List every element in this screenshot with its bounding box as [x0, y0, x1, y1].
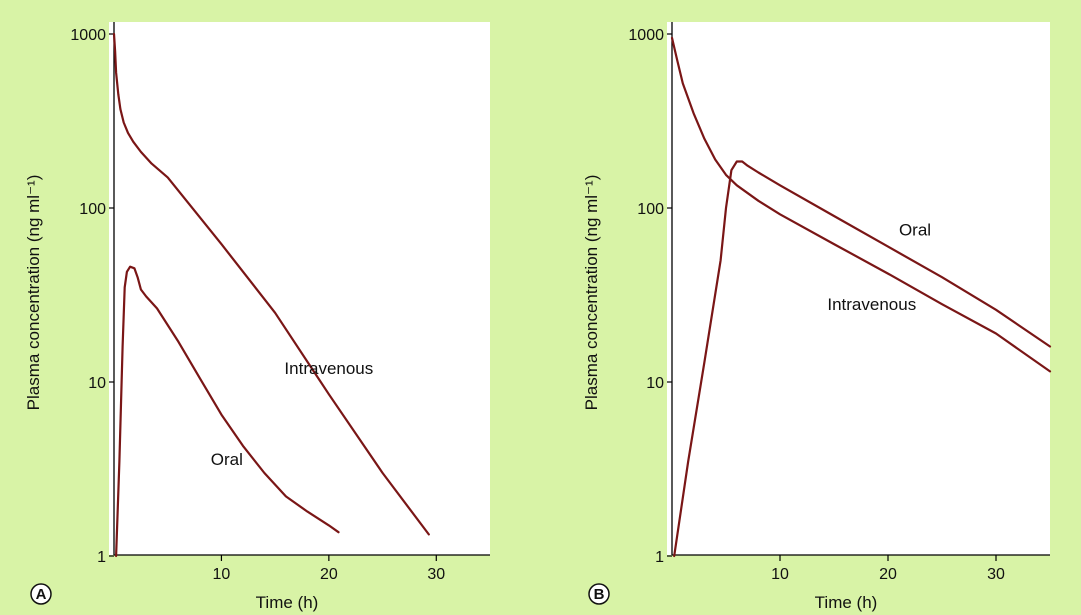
panel-a-letter: A: [36, 586, 47, 603]
panel-b-y-tick-label: 1: [655, 549, 664, 566]
panel-a-x-tick-label: 20: [320, 566, 338, 583]
panel-b-series-intravenous: [670, 36, 1052, 373]
panel-b-plot-area: [667, 22, 1050, 555]
panel-b-x-tick-label: 10: [771, 566, 789, 583]
panel-b-y-axis-title: Plasma concentration (ng ml⁻¹): [582, 175, 601, 411]
panel-a-series-intravenous: [112, 32, 430, 536]
panel-b-series-oral: [673, 160, 1052, 558]
panel-b-x-axis-title: Time (h): [815, 593, 878, 612]
panel-b-y-tick-label: 10: [646, 375, 664, 392]
panel-a-y-tick-label: 1: [97, 549, 106, 566]
panel-b-y-tick-label: 1000: [628, 27, 664, 44]
panel-a-plot-area: [109, 22, 490, 555]
panel-a-y-tick-label: 100: [79, 201, 106, 218]
panel-a-x-tick-label: 10: [213, 566, 231, 583]
panel-a-x-tick-label: 30: [427, 566, 445, 583]
panel-a-letter-badge: [30, 583, 52, 605]
panel-b-letter-badge: [588, 583, 610, 605]
panel-a-label-intravenous: Intravenous: [284, 359, 373, 378]
panel-b: 1 10 100 1000 10 20 30 Time (h) Plasma concentra…: [582, 22, 1052, 612]
panel-a-y-tick-label: 10: [88, 375, 106, 392]
panel-a-series-oral: [115, 265, 340, 558]
panel-a-y-tick-label: 1000: [70, 27, 106, 44]
panel-b-y-tick-label: 100: [637, 201, 664, 218]
panel-a-y-axis-title: Plasma concentration (ng ml⁻¹): [24, 175, 43, 411]
panel-b-x-tick-label: 20: [879, 566, 897, 583]
panel-a-label-oral: Oral: [211, 450, 243, 469]
panel-b-x-tick-label: 30: [987, 566, 1005, 583]
panel-b-label-intravenous: Intravenous: [827, 295, 916, 314]
panel-a: 1 10 100 1000 10 20 30 Time (h) Plasma concentra…: [24, 22, 490, 612]
panel-a-x-axis-title: Time (h): [256, 593, 319, 612]
panel-b-letter: B: [594, 586, 605, 603]
panel-b-label-oral: Oral: [899, 221, 931, 240]
